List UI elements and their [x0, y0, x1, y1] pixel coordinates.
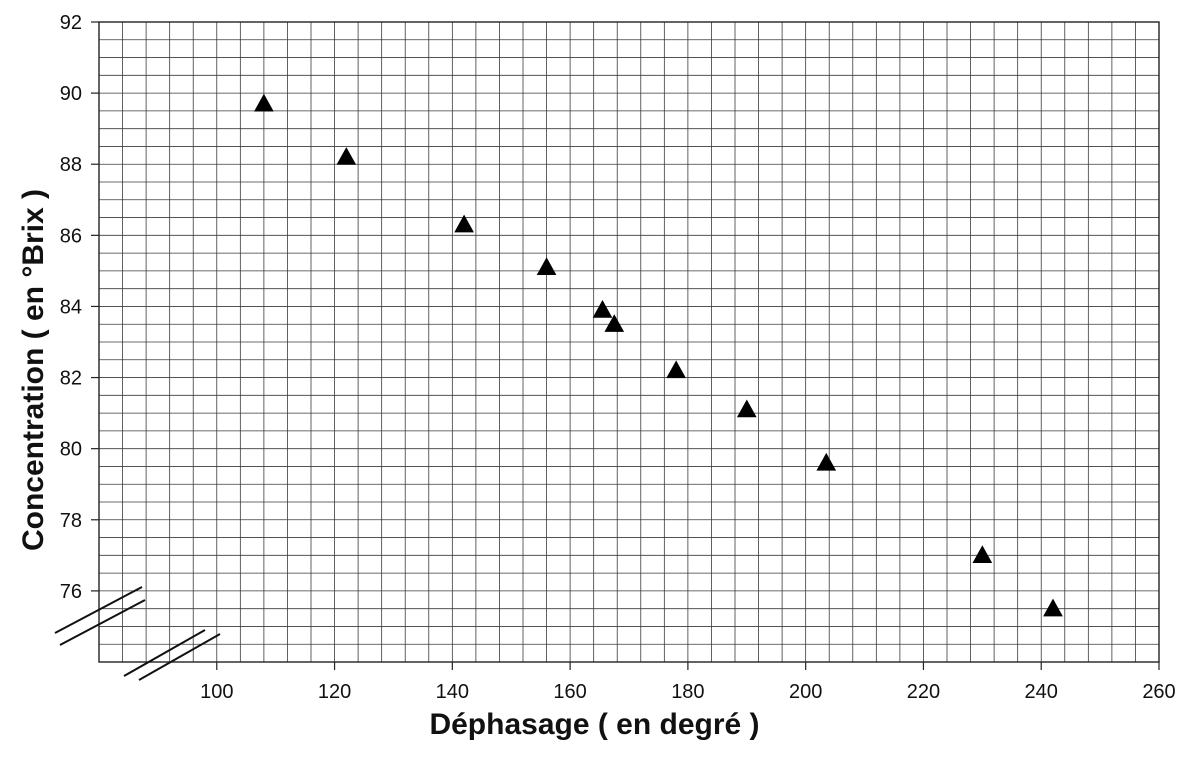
x-tick-label: 100 — [200, 681, 233, 703]
x-tick-label: 140 — [436, 681, 469, 703]
data-point-marker — [666, 360, 686, 379]
y-tick-label: 78 — [60, 510, 82, 532]
data-point-marker — [972, 545, 993, 564]
y-tick-label: 92 — [60, 12, 82, 34]
x-tick-label: 180 — [671, 681, 704, 703]
x-tick-label: 200 — [789, 681, 822, 703]
x-axis-break-mark — [123, 629, 206, 677]
y-tick-label: 84 — [60, 296, 82, 318]
data-point-marker — [604, 314, 625, 332]
y-tick-label: 86 — [60, 225, 82, 247]
y-tick-label: 76 — [60, 581, 82, 603]
y-axis-break-mark — [59, 599, 146, 646]
y-tick-label: 88 — [60, 154, 82, 176]
data-point-marker — [736, 399, 757, 418]
y-tick-label: 80 — [60, 439, 82, 461]
data-point-marker — [816, 452, 837, 471]
data-point-marker — [592, 299, 613, 318]
y-axis-break-mark — [54, 586, 143, 634]
x-axis-break-mark — [138, 633, 221, 681]
x-tick-label: 120 — [318, 681, 351, 703]
data-point-marker — [454, 214, 474, 233]
x-axis-title: Déphasage ( en degré ) — [429, 708, 760, 741]
data-point-marker — [254, 93, 274, 112]
plot-frame — [98, 21, 1160, 663]
data-point-marker — [536, 257, 557, 276]
data-point-marker — [1043, 598, 1063, 617]
x-tick-label: 220 — [907, 681, 940, 703]
x-tick-label: 160 — [553, 681, 586, 703]
data-point-marker — [336, 147, 357, 165]
y-tick-label: 90 — [60, 83, 82, 105]
x-tick-label: 240 — [1025, 681, 1058, 703]
x-tick-label: 260 — [1142, 681, 1175, 703]
y-axis-title: Concentration ( en °Brix ) — [17, 188, 50, 552]
y-tick-label: 82 — [60, 368, 82, 390]
